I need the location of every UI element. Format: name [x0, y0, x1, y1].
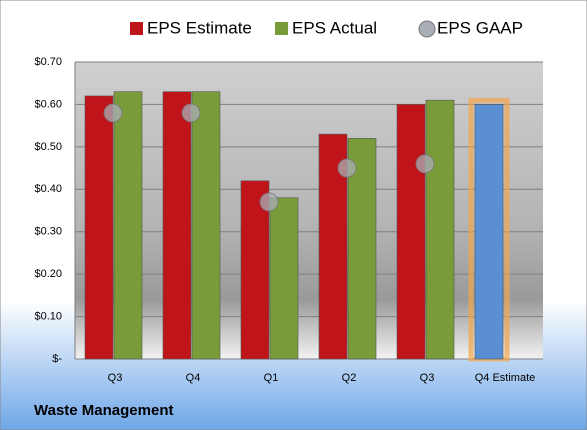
footer: Waste Management — [34, 402, 173, 419]
y-tick-label: $0.40 — [34, 183, 62, 195]
bar — [396, 104, 426, 360]
legend-label: EPS Estimate — [147, 18, 252, 37]
y-tick-label: $0.70 — [34, 56, 62, 68]
x-tick-label: Q2 — [342, 372, 357, 384]
x-tick-label: Q3 — [420, 372, 435, 384]
x-tick-label: Q4 Estimate — [475, 372, 536, 384]
legend-marker — [418, 20, 436, 38]
bar — [425, 99, 455, 360]
x-tick-label: Q1 — [264, 372, 279, 384]
gaap-marker — [259, 192, 279, 212]
x-tick-label: Q3 — [108, 372, 123, 384]
bar — [191, 91, 221, 360]
bar — [269, 197, 299, 360]
legend-label: EPS GAAP — [437, 18, 523, 37]
gaap-marker — [337, 158, 357, 178]
legend-marker — [275, 22, 288, 35]
bar — [474, 104, 504, 360]
y-tick-label: $0.30 — [34, 226, 62, 238]
legend-marker — [130, 22, 143, 35]
bar — [113, 91, 143, 360]
x-tick-label: Q4 — [186, 372, 201, 384]
y-tick-label: $0.50 — [34, 141, 62, 153]
gaap-marker — [181, 103, 201, 123]
gaap-marker — [415, 154, 435, 174]
legend-label: EPS Actual — [292, 18, 377, 37]
y-tick-label: $0.60 — [34, 98, 62, 110]
y-tick-label: $0.20 — [34, 268, 62, 280]
plot-area — [75, 62, 543, 359]
bar — [162, 91, 192, 360]
gaap-marker — [103, 103, 123, 123]
bar — [240, 180, 270, 360]
bar — [84, 95, 114, 360]
y-tick-label: $0.10 — [34, 310, 62, 322]
y-tick-label: $- — [52, 353, 62, 365]
